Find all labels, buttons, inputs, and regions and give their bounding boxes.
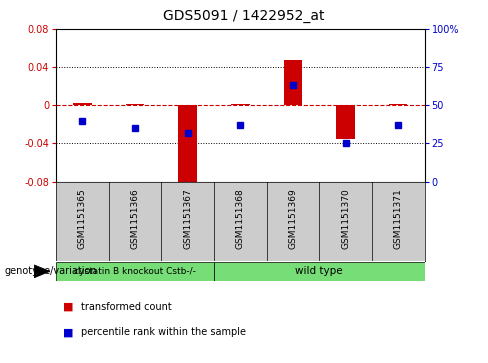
- Text: GSM1151367: GSM1151367: [183, 188, 192, 249]
- Bar: [179, 105, 197, 186]
- Text: wild type: wild type: [295, 266, 343, 276]
- Bar: [389, 104, 407, 105]
- Text: GSM1151369: GSM1151369: [288, 188, 298, 249]
- Text: ■: ■: [63, 327, 74, 337]
- Text: GSM1151371: GSM1151371: [394, 188, 403, 249]
- Bar: [56, 262, 214, 281]
- Bar: [126, 104, 144, 105]
- Text: percentile rank within the sample: percentile rank within the sample: [81, 327, 245, 337]
- Polygon shape: [34, 265, 50, 278]
- Text: GSM1151368: GSM1151368: [236, 188, 245, 249]
- Bar: [336, 105, 355, 139]
- Text: GSM1151370: GSM1151370: [341, 188, 350, 249]
- Text: ■: ■: [63, 302, 74, 312]
- Text: GDS5091 / 1422952_at: GDS5091 / 1422952_at: [163, 9, 325, 23]
- Bar: [231, 104, 249, 105]
- Text: GSM1151365: GSM1151365: [78, 188, 87, 249]
- Text: GSM1151366: GSM1151366: [131, 188, 140, 249]
- Text: cystatin B knockout Cstb-/-: cystatin B knockout Cstb-/-: [74, 267, 196, 276]
- Bar: [73, 103, 92, 105]
- Text: transformed count: transformed count: [81, 302, 171, 312]
- Bar: [214, 262, 425, 281]
- Text: genotype/variation: genotype/variation: [5, 266, 98, 276]
- Bar: [284, 61, 302, 105]
